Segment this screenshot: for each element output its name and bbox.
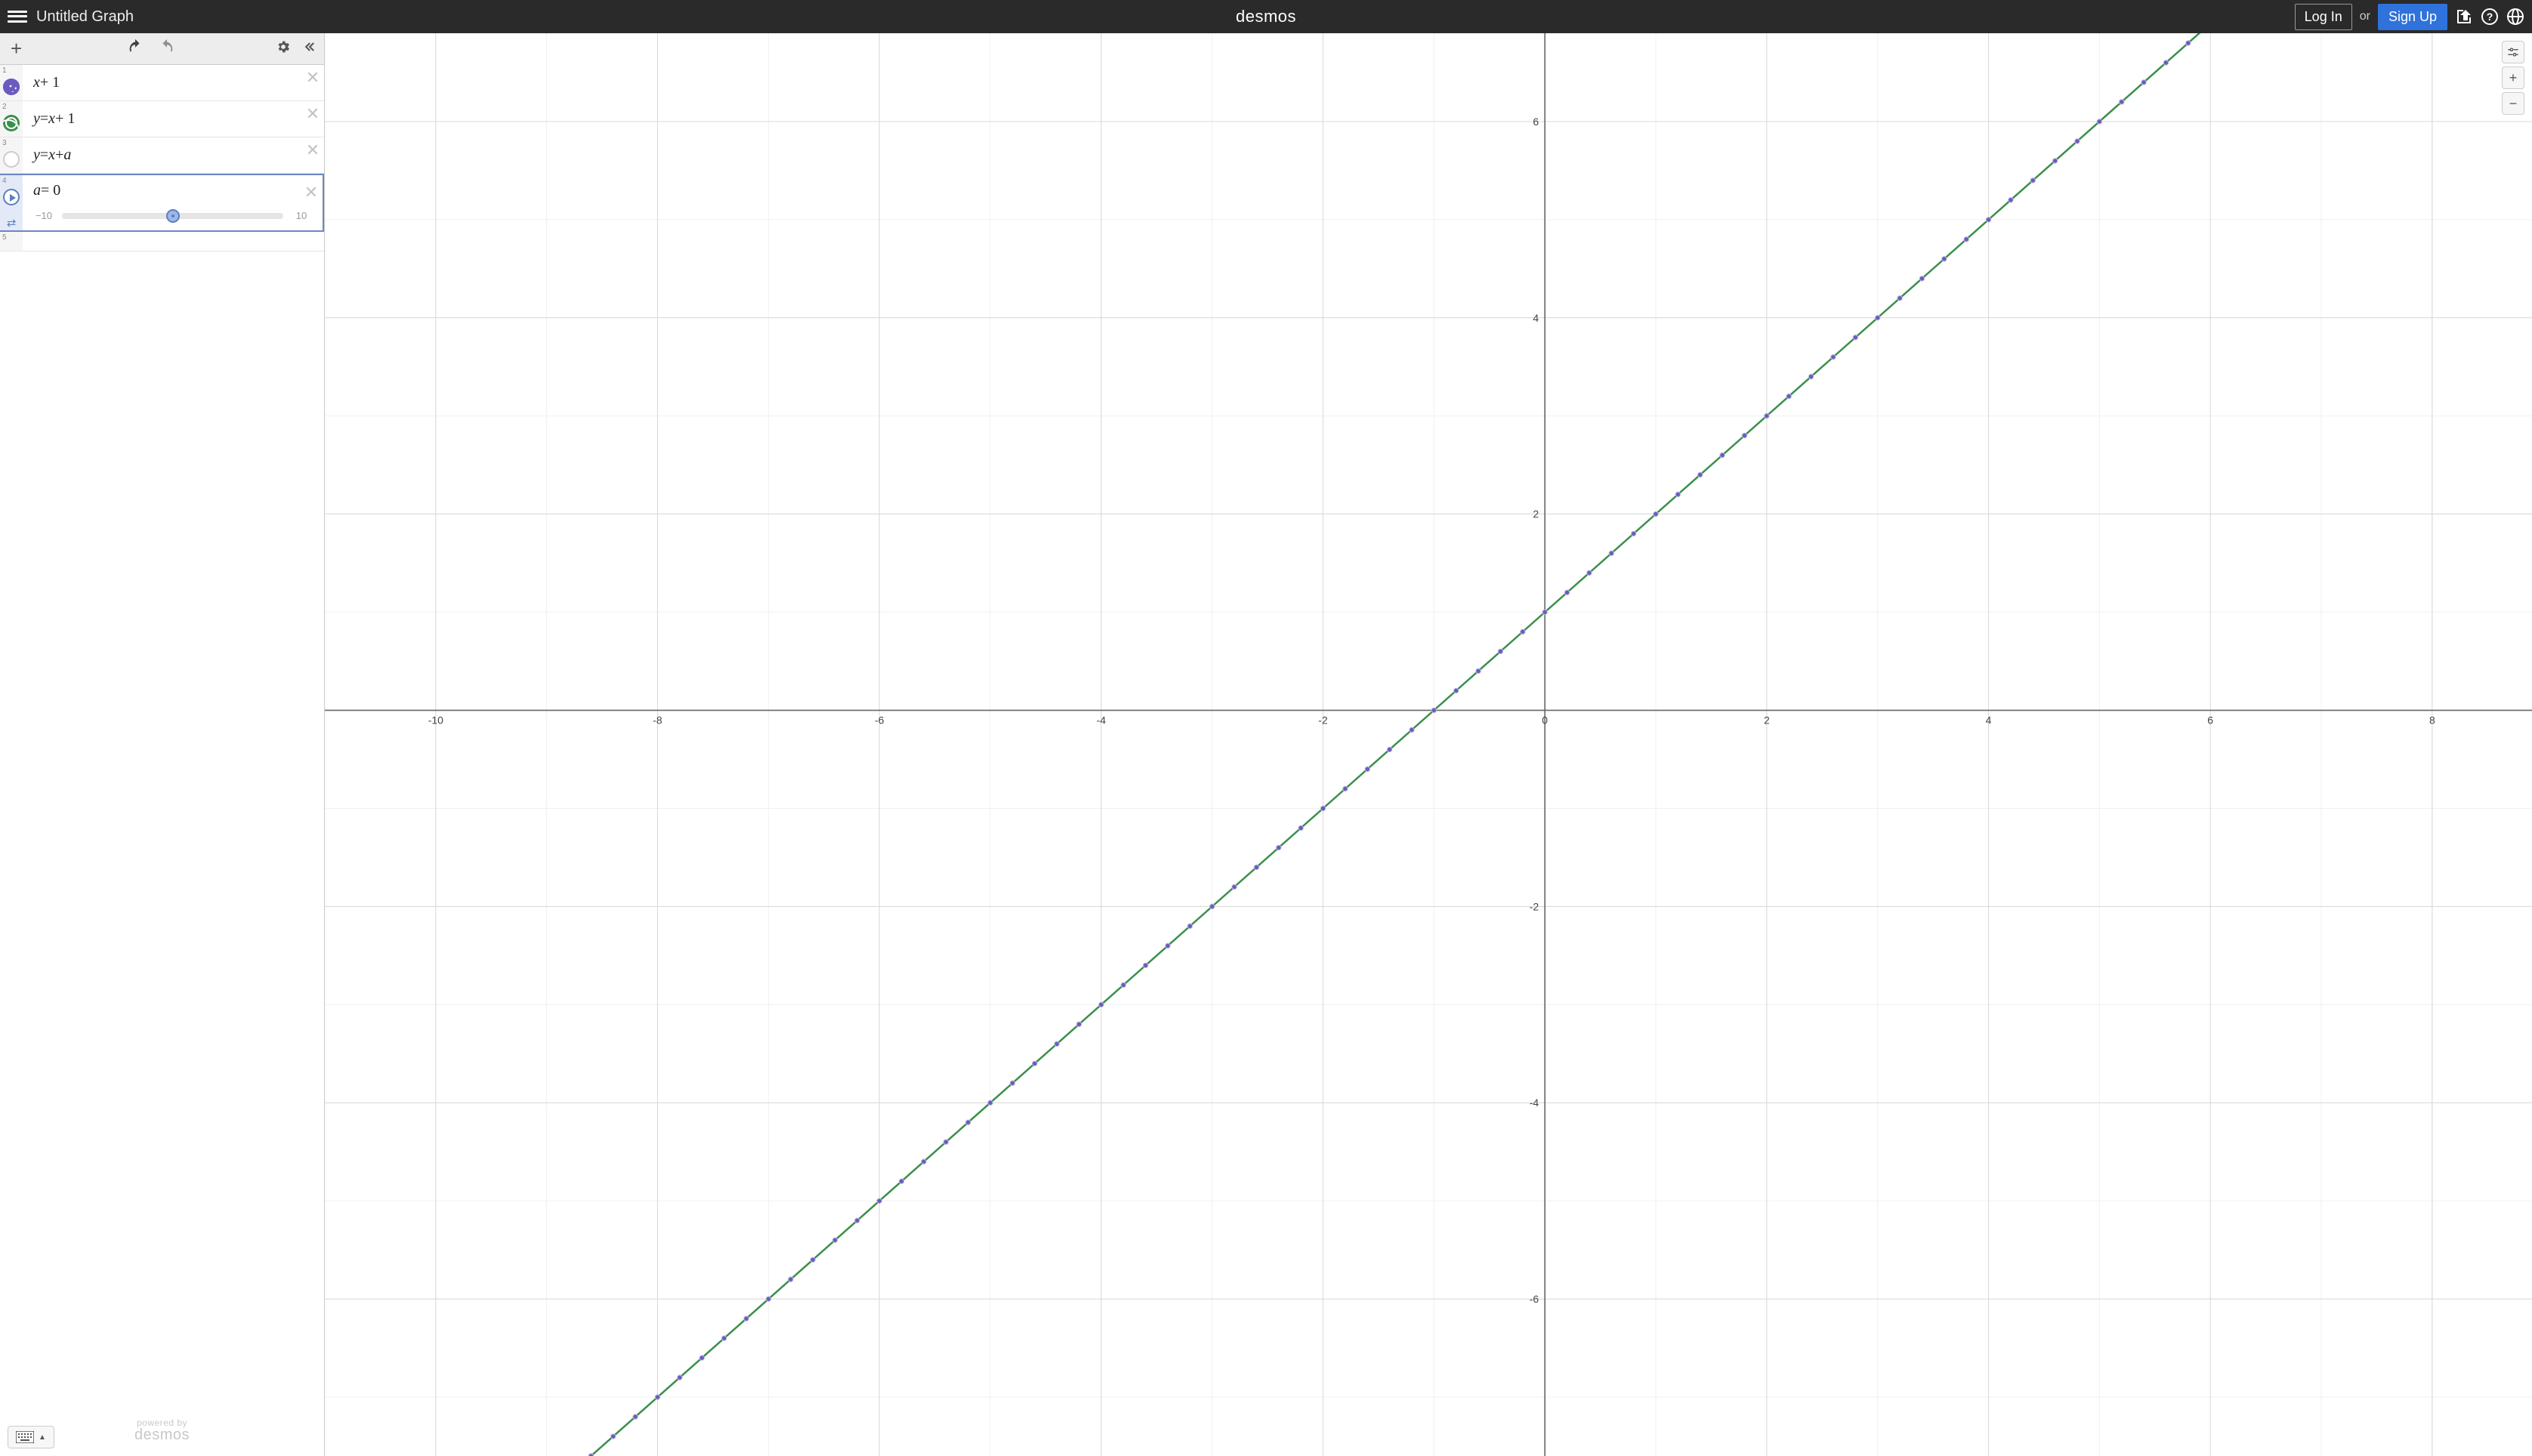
app-header: Untitled Graph desmos Log In or Sign Up … — [0, 0, 2532, 33]
collapse-sidebar-icon[interactable] — [303, 39, 318, 58]
svg-text:-4: -4 — [1097, 714, 1107, 726]
graph-settings-button[interactable] — [2502, 41, 2524, 63]
delete-expression-icon[interactable]: ✕ — [306, 106, 320, 122]
expression-content[interactable]: y = x + 1 — [23, 101, 301, 137]
graph-title[interactable]: Untitled Graph — [36, 8, 134, 26]
expression-color-icon[interactable] — [3, 79, 20, 95]
expression-content[interactable]: x + 1 — [23, 65, 301, 100]
expression-row[interactable]: 5 — [0, 232, 324, 251]
svg-text:-8: -8 — [653, 714, 662, 726]
svg-text:-4: -4 — [1530, 1097, 1539, 1109]
svg-text:0: 0 — [1542, 714, 1548, 726]
redo-button[interactable] — [159, 39, 175, 59]
login-button[interactable]: Log In — [2295, 4, 2352, 30]
play-icon[interactable] — [3, 189, 20, 205]
slider-min[interactable]: −10 — [33, 210, 54, 221]
svg-text:4: 4 — [1986, 714, 1992, 726]
desmos-logo: desmos — [1236, 7, 1296, 26]
svg-text:-2: -2 — [1318, 714, 1328, 726]
expression-sidebar: + 1 x + 1 ✕ 2 y = x + 1 ✕ — [0, 33, 325, 1456]
delete-expression-icon[interactable]: ✕ — [306, 142, 320, 159]
language-icon[interactable] — [2506, 8, 2524, 26]
expression-row[interactable]: 3 y = x + a ✕ — [0, 137, 324, 174]
svg-text:-10: -10 — [428, 714, 443, 726]
graph-area[interactable]: -10 -8 -6 -4 -2 0 2 4 6 8 -6 -4 -2 2 4 6 + − — [325, 33, 2532, 1456]
add-expression-button[interactable]: + — [6, 37, 26, 60]
svg-text:6: 6 — [2207, 714, 2213, 726]
delete-expression-icon[interactable]: ✕ — [306, 69, 320, 86]
sidebar-toolbar: + — [0, 33, 324, 65]
svg-text:2: 2 — [1764, 714, 1770, 726]
keyboard-toggle[interactable]: ▲ — [8, 1426, 54, 1448]
keyboard-arrow-icon: ▲ — [39, 1433, 46, 1442]
svg-text:2: 2 — [1533, 508, 1539, 520]
expression-color-icon[interactable] — [3, 151, 20, 168]
zoom-out-button[interactable]: − — [2502, 92, 2524, 115]
zoom-in-button[interactable]: + — [2502, 66, 2524, 89]
svg-text:4: 4 — [1533, 312, 1539, 324]
signup-button[interactable]: Sign Up — [2378, 4, 2447, 30]
settings-icon[interactable] — [276, 39, 291, 58]
expression-content[interactable]: y = x + a — [23, 137, 301, 173]
share-icon[interactable] — [2455, 8, 2473, 26]
expression-row[interactable]: 4 ⇄ a = 0 ✕ −10 10 — [0, 174, 324, 232]
expression-gutter: 3 — [0, 137, 23, 173]
expression-gutter: 4 ⇄ — [0, 175, 23, 230]
expression-content[interactable]: a = 0 — [23, 182, 300, 199]
svg-text:6: 6 — [1533, 116, 1539, 128]
expression-row[interactable]: 2 y = x + 1 ✕ — [0, 101, 324, 137]
slider-track[interactable] — [62, 213, 283, 219]
main: + 1 x + 1 ✕ 2 y = x + 1 ✕ — [0, 33, 2532, 1456]
keyboard-icon — [16, 1431, 34, 1443]
expression-gutter: 2 — [0, 101, 23, 137]
svg-text:-2: -2 — [1530, 900, 1539, 912]
expression-color-icon[interactable] — [3, 115, 20, 131]
slider-thumb[interactable] — [166, 209, 180, 223]
svg-text:8: 8 — [2429, 714, 2435, 726]
graph-controls: + − — [2502, 41, 2524, 115]
or-text: or — [2360, 10, 2370, 23]
undo-button[interactable] — [127, 39, 144, 59]
svg-text:-6: -6 — [875, 714, 885, 726]
svg-text:?: ? — [2487, 11, 2493, 23]
svg-text:-6: -6 — [1530, 1293, 1539, 1305]
expression-gutter: 1 — [0, 65, 23, 100]
delete-expression-icon[interactable]: ✕ — [304, 184, 318, 201]
menu-icon[interactable] — [8, 7, 27, 26]
expression-list: 1 x + 1 ✕ 2 y = x + 1 ✕ 3 y = x + a ✕ 4 … — [0, 65, 324, 1408]
help-icon[interactable]: ? — [2481, 8, 2499, 26]
slider[interactable]: −10 10 — [23, 205, 323, 230]
slider-animate-icon[interactable]: ⇄ — [7, 214, 17, 230]
slider-max[interactable]: 10 — [291, 210, 312, 221]
expression-row[interactable]: 1 x + 1 ✕ — [0, 65, 324, 101]
graph-canvas[interactable]: -10 -8 -6 -4 -2 0 2 4 6 8 -6 -4 -2 2 4 6 — [325, 33, 2532, 1456]
